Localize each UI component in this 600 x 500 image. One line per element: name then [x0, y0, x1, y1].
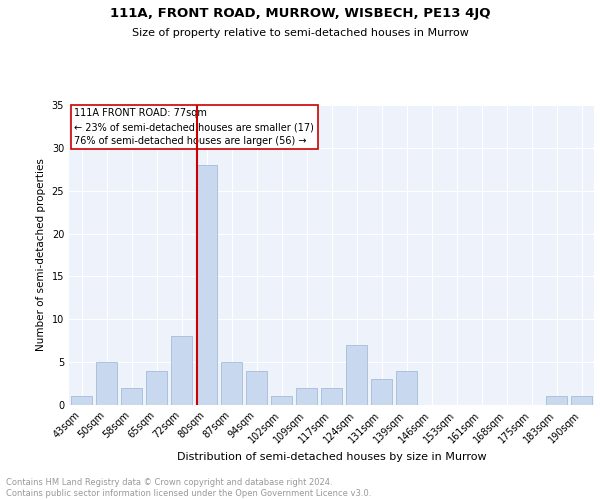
Bar	[271, 396, 292, 405]
Bar	[146, 370, 167, 405]
Text: 111A, FRONT ROAD, MURROW, WISBECH, PE13 4JQ: 111A, FRONT ROAD, MURROW, WISBECH, PE13 …	[110, 8, 490, 20]
Bar	[246, 370, 267, 405]
Text: 111A FRONT ROAD: 77sqm
← 23% of semi-detached houses are smaller (17)
76% of sem: 111A FRONT ROAD: 77sqm ← 23% of semi-det…	[74, 108, 314, 146]
Bar	[196, 165, 217, 405]
Bar	[321, 388, 342, 405]
Bar	[121, 388, 142, 405]
Bar	[96, 362, 117, 405]
X-axis label: Distribution of semi-detached houses by size in Murrow: Distribution of semi-detached houses by …	[176, 452, 487, 462]
Y-axis label: Number of semi-detached properties: Number of semi-detached properties	[36, 158, 46, 352]
Bar	[346, 345, 367, 405]
Bar	[546, 396, 567, 405]
Bar	[296, 388, 317, 405]
Bar	[221, 362, 242, 405]
Text: Size of property relative to semi-detached houses in Murrow: Size of property relative to semi-detach…	[131, 28, 469, 38]
Bar	[396, 370, 417, 405]
Bar	[571, 396, 592, 405]
Bar	[371, 380, 392, 405]
Text: Contains HM Land Registry data © Crown copyright and database right 2024.
Contai: Contains HM Land Registry data © Crown c…	[6, 478, 371, 498]
Bar	[71, 396, 92, 405]
Bar	[171, 336, 192, 405]
